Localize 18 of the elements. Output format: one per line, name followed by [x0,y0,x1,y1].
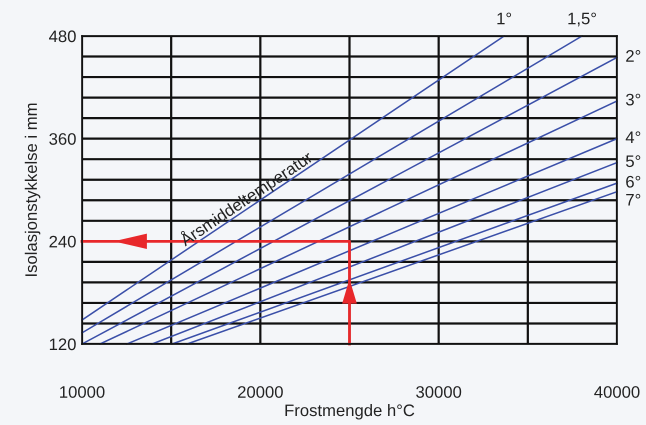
y-tick-label: 120 [50,338,76,350]
x-tick-label: 20000 [238,386,283,398]
series-label: 2° [626,50,640,62]
x-axis-title: Frostmengde h°C [285,404,414,420]
series-label: 7° [626,194,640,206]
series-label: 5° [626,155,640,168]
y-tick-label: 240 [49,236,76,248]
y-tick-label: 480 [49,30,76,42]
series-label: 6° [626,176,640,188]
series-label: 4° [626,131,640,143]
x-tick-label: 30000 [416,386,462,398]
series-label: 3° [626,94,640,106]
x-tick-label: 40000 [594,386,640,398]
y-axis-title: Isolasjonstykkelse i mm [24,104,40,276]
series-label: 1,5° [568,12,596,26]
series-label: 1° [497,12,512,24]
x-tick-label: 10000 [60,386,105,398]
y-tick-label: 360 [49,133,76,145]
